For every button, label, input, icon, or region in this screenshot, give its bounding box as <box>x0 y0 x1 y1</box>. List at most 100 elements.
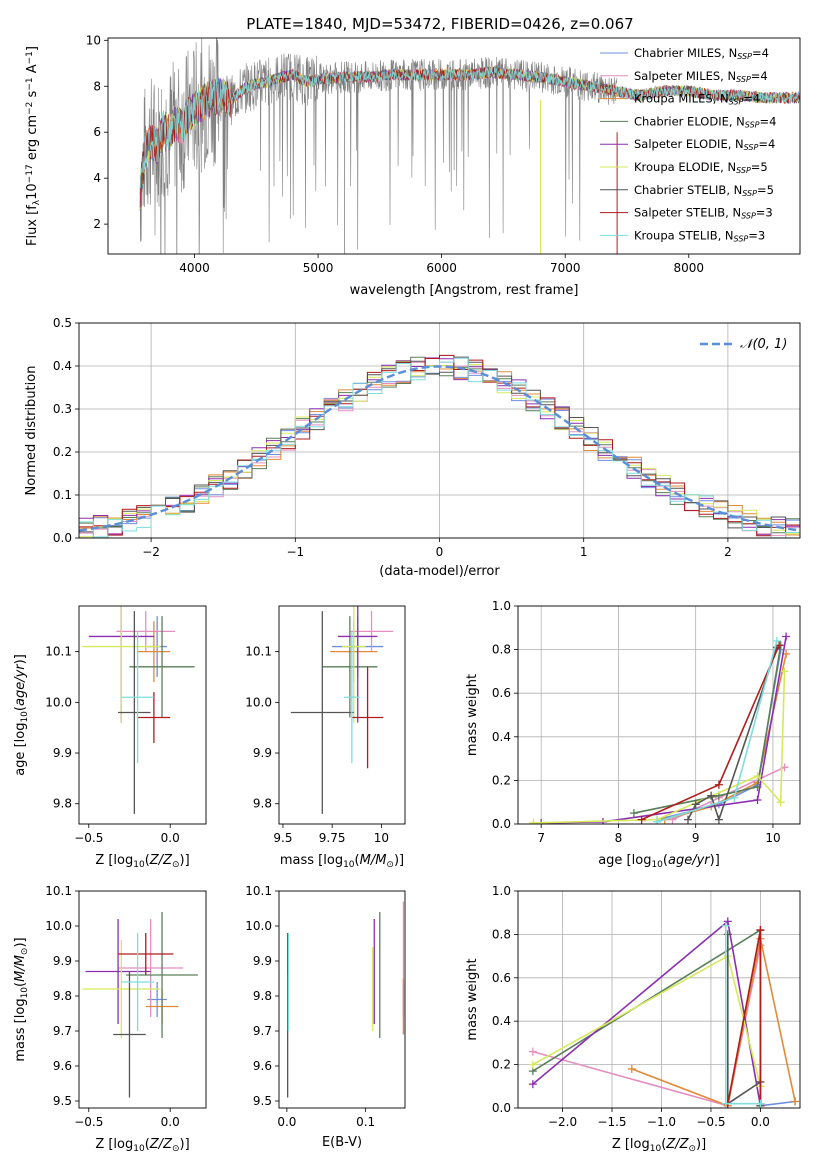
x-axis-label: (data-model)/error <box>379 564 500 579</box>
x-tick-label: 10 <box>374 831 389 845</box>
legend-entry: Kroupa MILES, NSSP=4 <box>634 92 760 107</box>
axes-frame <box>278 605 406 825</box>
y-tick-label: 9.8 <box>253 797 272 811</box>
x-axis-label: age [log10(age/yr)] <box>598 853 720 870</box>
legend-entry: Salpeter STELIB, NSSP=3 <box>634 206 773 221</box>
weight-marker <box>721 1099 730 1108</box>
weight-marker <box>723 917 732 926</box>
weight-marker <box>791 1097 800 1106</box>
y-tick-label: 0.6 <box>492 686 511 700</box>
weight-marker <box>780 667 789 676</box>
y-tick-label: 0.8 <box>492 643 511 657</box>
axes-frame <box>517 890 801 1109</box>
figure-title: PLATE=1840, MJD=53472, FIBERID=0426, z=0… <box>246 15 633 33</box>
legend-entry: Chabrier MILES, NSSP=4 <box>634 46 769 61</box>
weight-marker <box>528 1047 537 1056</box>
weight-marker <box>529 818 538 824</box>
legend-entry: Chabrier ELODIE, NSSP=4 <box>634 114 776 129</box>
legend-entry: 𝒩(0, 1) <box>740 337 787 352</box>
legend: Chabrier MILES, NSSP=4 Salpeter MILES, NS… <box>600 46 776 244</box>
weight-marker <box>683 815 692 824</box>
x-tick-label: 0.0 <box>751 1115 770 1129</box>
x-tick-label: 2 <box>724 545 732 559</box>
weights-weight-vs-Z <box>528 917 800 1108</box>
spectrum-plot <box>139 38 800 254</box>
weight-marker <box>756 1099 765 1108</box>
weight-marker <box>753 772 762 781</box>
y-tick-label: 10.0 <box>245 695 272 709</box>
x-axis-label: wavelength [Angstrom, rest frame] <box>350 283 579 298</box>
y-tick-label: 0.2 <box>492 773 511 787</box>
axes-frame <box>78 605 207 825</box>
y-axis-label: mass [log10(M/M⊙)] <box>13 937 30 1061</box>
x-tick-label: 0.1 <box>356 1115 375 1129</box>
y-tick-label: 9.9 <box>53 746 72 760</box>
x-tick-label: 0.0 <box>161 831 180 845</box>
y-tick-label: 9.9 <box>253 746 272 760</box>
y-tick-label: 0.1 <box>53 488 72 502</box>
weight-marker <box>756 926 765 935</box>
axes-frame <box>78 890 207 1109</box>
axes-frame <box>278 890 406 1109</box>
y-tick-label: 9.5 <box>253 1094 272 1108</box>
weight-line <box>633 645 782 814</box>
y-tick-label: 0.5 <box>53 316 72 330</box>
y-axis-label: mass weight <box>465 958 480 1040</box>
y-tick-label: 0.4 <box>492 1014 511 1028</box>
y-tick-label: 9.5 <box>53 1094 72 1108</box>
x-tick-label: −0.5 <box>696 1115 725 1129</box>
x-tick-label: 8000 <box>674 261 705 275</box>
model-salpeter-stelib <box>139 66 800 208</box>
x-axis-label: E(B-V) <box>322 1135 362 1150</box>
weight-marker <box>528 1060 537 1069</box>
y-tick-label: 10.1 <box>245 884 272 898</box>
y-tick-label: 9.9 <box>53 954 72 968</box>
histogram-salpeter-stelib <box>79 354 800 537</box>
weight-marker <box>528 1080 537 1089</box>
errorbars-age-vs-mass <box>290 606 394 814</box>
y-tick-label: 9.8 <box>253 989 272 1003</box>
x-tick-label: −2 <box>142 545 160 559</box>
y-tick-label: 0.2 <box>492 1058 511 1072</box>
y-axis-label: Flux [fλ10−17 erg cm−2 s−1 A−1] <box>25 46 42 246</box>
legend-entry: Chabrier STELIB, NSSP=5 <box>634 183 774 198</box>
y-tick-label: 9.8 <box>53 989 72 1003</box>
axes-frame <box>107 37 801 255</box>
y-axis-label: age [log10(age/yr)] <box>13 654 30 776</box>
histogram-kroupa-stelib <box>79 357 800 538</box>
y-tick-label: 10.1 <box>45 884 72 898</box>
x-axis-label: mass [log10(M/M⊙)] <box>280 853 404 870</box>
x-tick-label: 9.5 <box>273 831 292 845</box>
y-tick-label: 0.4 <box>53 359 72 373</box>
x-tick-label: 6000 <box>426 261 457 275</box>
y-tick-label: 0.4 <box>492 730 511 744</box>
x-tick-label: 7000 <box>550 261 581 275</box>
normal-curve <box>79 365 798 532</box>
y-tick-label: 0.0 <box>492 1101 511 1115</box>
weight-marker <box>753 796 762 805</box>
errorbars-mass-vs-Z <box>82 912 198 1098</box>
x-tick-label: −1 <box>286 545 304 559</box>
y-tick-label: 1.0 <box>492 884 511 898</box>
y-tick-label: 0.8 <box>492 927 511 941</box>
weight-line <box>687 647 778 823</box>
x-tick-label: 10 <box>765 831 780 845</box>
weight-marker <box>653 817 662 824</box>
weight-marker <box>775 641 784 650</box>
y-tick-label: 8 <box>93 79 101 93</box>
y-tick-label: 9.7 <box>253 1024 272 1038</box>
legend-entry: Kroupa ELODIE, NSSP=5 <box>634 160 768 175</box>
weight-marker <box>629 809 638 818</box>
weight-marker <box>772 636 781 645</box>
y-tick-label: 10.0 <box>45 695 72 709</box>
y-tick-label: 0.3 <box>53 402 72 416</box>
errorbars-age-vs-Z <box>82 606 195 814</box>
x-tick-label: 8 <box>615 831 623 845</box>
axes-frame <box>517 605 801 825</box>
weight-marker <box>691 800 700 809</box>
x-axis-label: Z [log10(Z/Z⊙)] <box>95 853 189 870</box>
y-axis-label: mass weight <box>465 674 480 756</box>
y-tick-label: 6 <box>93 125 101 139</box>
x-tick-label: −0.5 <box>74 831 103 845</box>
x-tick-label: 9.75 <box>319 831 346 845</box>
